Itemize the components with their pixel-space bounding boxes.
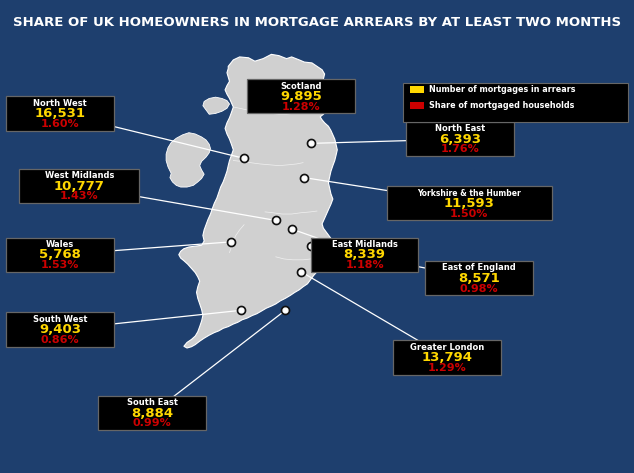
Bar xyxy=(410,102,424,109)
Polygon shape xyxy=(203,97,230,114)
Text: 1.28%: 1.28% xyxy=(282,102,320,112)
Bar xyxy=(311,237,418,272)
Text: 11,593: 11,593 xyxy=(444,197,495,210)
Text: West Midlands: West Midlands xyxy=(44,171,114,180)
Text: East of England: East of England xyxy=(442,263,515,272)
Text: 0.86%: 0.86% xyxy=(41,335,79,345)
Text: South West: South West xyxy=(33,315,87,324)
Text: 1.43%: 1.43% xyxy=(60,192,98,201)
Text: 16,531: 16,531 xyxy=(35,107,86,120)
Text: 6,393: 6,393 xyxy=(439,132,481,146)
Text: 9,895: 9,895 xyxy=(280,90,322,103)
Text: 5,768: 5,768 xyxy=(39,248,81,261)
Bar xyxy=(387,186,552,220)
Text: 1.18%: 1.18% xyxy=(346,260,384,270)
Bar xyxy=(425,261,533,295)
Text: Yorkshire & the Humber: Yorkshire & the Humber xyxy=(417,189,521,198)
Text: 0.99%: 0.99% xyxy=(133,418,172,429)
Bar xyxy=(406,122,514,156)
Bar xyxy=(19,169,139,203)
Text: 0.98%: 0.98% xyxy=(460,283,498,294)
Text: 1.60%: 1.60% xyxy=(41,119,79,129)
Text: 1.53%: 1.53% xyxy=(41,260,79,270)
Bar xyxy=(393,340,501,375)
Bar xyxy=(247,79,355,114)
Text: 8,884: 8,884 xyxy=(131,407,173,420)
Text: Number of mortgages in arrears: Number of mortgages in arrears xyxy=(429,85,576,94)
Polygon shape xyxy=(179,54,337,348)
Text: Wales: Wales xyxy=(46,240,74,249)
Text: 8,571: 8,571 xyxy=(458,272,500,285)
Text: 13,794: 13,794 xyxy=(422,351,472,364)
Text: 8,339: 8,339 xyxy=(344,248,385,261)
Bar xyxy=(403,83,628,122)
Text: North West: North West xyxy=(34,99,87,108)
Text: 10,777: 10,777 xyxy=(54,180,105,193)
Bar xyxy=(98,396,206,430)
Bar xyxy=(6,313,114,347)
Text: Share of mortgaged households: Share of mortgaged households xyxy=(429,101,574,110)
Bar xyxy=(410,86,424,93)
Text: Greater London: Greater London xyxy=(410,342,484,351)
Text: East Midlands: East Midlands xyxy=(332,240,398,249)
Text: 1.50%: 1.50% xyxy=(450,209,488,219)
Text: North East: North East xyxy=(434,124,485,133)
Bar xyxy=(6,237,114,272)
Text: 1.76%: 1.76% xyxy=(440,144,479,154)
Text: South East: South East xyxy=(127,398,178,407)
Bar xyxy=(6,96,114,131)
Text: 1.29%: 1.29% xyxy=(427,363,467,373)
Text: SHARE OF UK HOMEOWNERS IN MORTGAGE ARREARS BY AT LEAST TWO MONTHS: SHARE OF UK HOMEOWNERS IN MORTGAGE ARREA… xyxy=(13,16,621,29)
Polygon shape xyxy=(166,133,210,187)
Text: Scotland: Scotland xyxy=(280,81,322,90)
Text: 9,403: 9,403 xyxy=(39,323,81,336)
